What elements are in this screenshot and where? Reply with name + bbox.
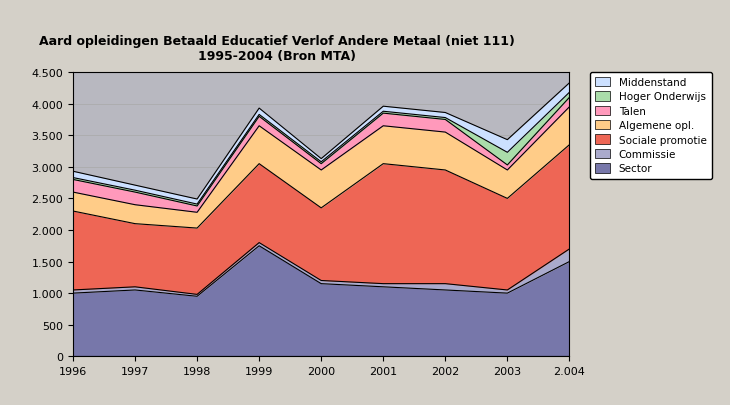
Legend: Middenstand, Hoger Onderwijs, Talen, Algemene opl., Sociale promotie, Commissie,: Middenstand, Hoger Onderwijs, Talen, Alg… <box>590 72 712 179</box>
Text: Aard opleidingen Betaald Educatief Verlof Andere Metaal (niet 111)
1995-2004 (Br: Aard opleidingen Betaald Educatief Verlo… <box>39 35 515 62</box>
